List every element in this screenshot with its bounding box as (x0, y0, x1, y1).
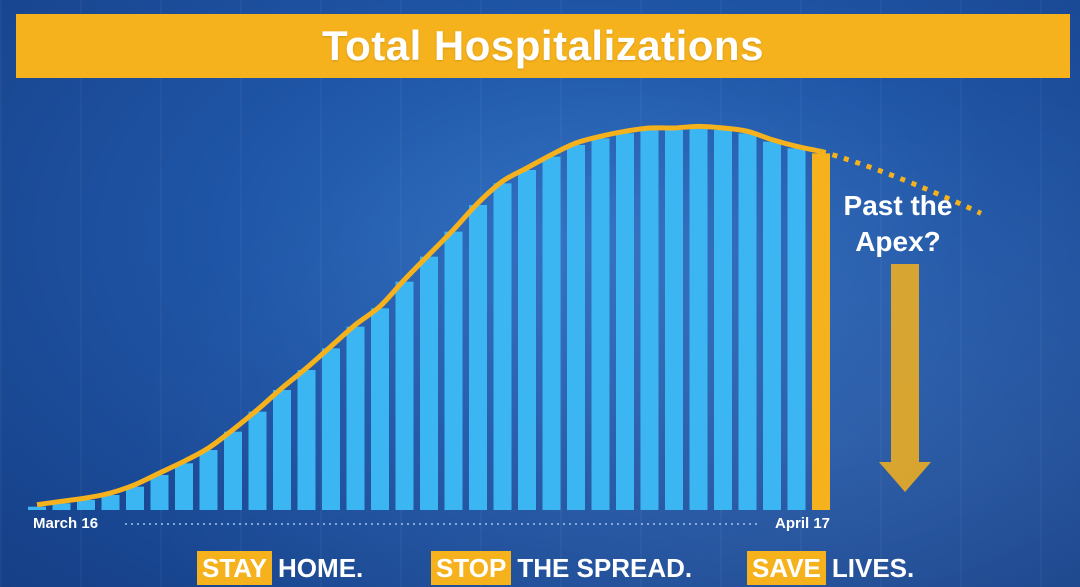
bar (371, 308, 389, 510)
projection-dotted-line (820, 148, 983, 216)
trend-line (36, 123, 822, 508)
annotation-line-2: Apex? (855, 226, 941, 257)
bar (493, 183, 512, 511)
bar (224, 431, 242, 510)
bar (273, 390, 291, 510)
bar (150, 475, 169, 510)
bar (714, 130, 732, 510)
bar (567, 145, 585, 510)
footer-slogan-2: STOP THE SPREAD. (431, 550, 692, 586)
slogan-3-highlight: SAVE (747, 551, 826, 585)
x-tick-end: April 17 (775, 515, 831, 532)
bar (640, 130, 659, 510)
bar (469, 205, 487, 510)
bar (542, 156, 561, 510)
bar (346, 326, 365, 510)
slogan-1-highlight: STAY (197, 551, 273, 585)
bar (248, 411, 267, 510)
bar (101, 495, 120, 510)
title-banner: Total Hospitalizations (16, 14, 1070, 78)
bar (763, 141, 781, 510)
bar (787, 148, 806, 511)
bar (297, 370, 316, 510)
footer-slogan-3: SAVE LIVES. (747, 550, 914, 586)
bar (518, 170, 536, 510)
bar (395, 281, 414, 510)
annotation-line-1: Past the (843, 190, 953, 221)
slogan-2-text: THE SPREAD. (517, 552, 693, 583)
down-arrow-icon (879, 264, 931, 492)
slogan-2-highlight: STOP (431, 551, 512, 585)
x-tick-start: March 16 (33, 515, 99, 532)
apex-annotation: Past the Apex? (818, 188, 978, 260)
bar (322, 348, 340, 510)
bar (444, 231, 463, 510)
bar (52, 503, 71, 510)
bar (616, 133, 634, 511)
bar (420, 256, 438, 510)
bar (175, 463, 193, 510)
chart-title: Total Hospitalizations (322, 22, 764, 69)
bar (591, 138, 610, 511)
bar (28, 506, 46, 510)
bars-group (28, 128, 830, 511)
slogan-3-text: LIVES. (831, 552, 915, 583)
bar (199, 450, 218, 510)
bar (738, 133, 757, 511)
bar (689, 128, 708, 511)
bar (126, 486, 144, 510)
bar-latest (812, 153, 830, 511)
slogan-1-text: HOME. (278, 552, 364, 583)
bar (665, 130, 683, 510)
bar (77, 500, 95, 510)
footer-slogan-1: STAY HOME. (197, 550, 363, 586)
